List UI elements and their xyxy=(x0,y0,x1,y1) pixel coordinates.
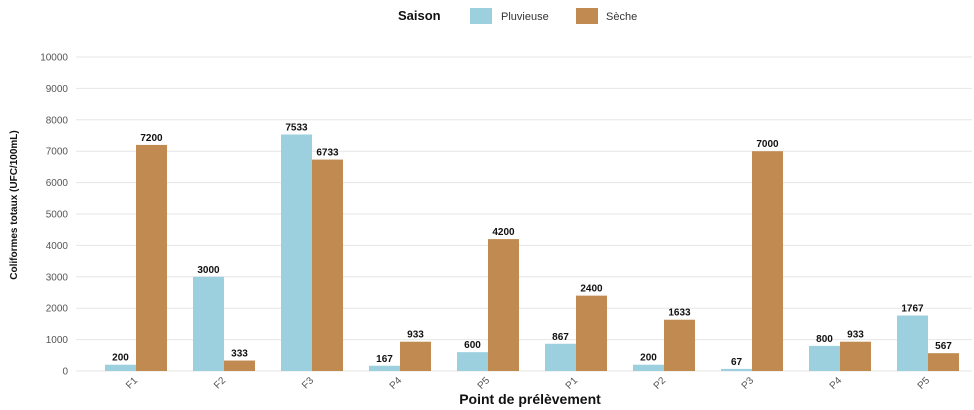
y-tick-label: 4000 xyxy=(46,241,69,252)
bar-pluvieuse xyxy=(545,343,576,371)
x-axis-title: Point de prélèvement xyxy=(459,391,601,407)
bar-pluvieuse xyxy=(809,345,840,371)
x-tick-label: F3 xyxy=(300,375,316,391)
data-label: 567 xyxy=(935,341,952,352)
x-axis-ticks: F1 F2 F3 P4 P5 P1 P2 P3 P4 P5 xyxy=(124,375,932,392)
data-label: 7200 xyxy=(140,133,163,144)
y-tick-label: 0 xyxy=(62,367,68,378)
x-tick-label: P5 xyxy=(916,375,933,392)
y-axis-title: Coliformes totaux (UFC/100mL) xyxy=(9,130,20,279)
legend-swatch-seche xyxy=(576,8,598,24)
bar-pluvieuse xyxy=(281,134,312,371)
data-label: 200 xyxy=(640,353,657,364)
y-tick-label: 10000 xyxy=(40,53,68,64)
bar-seche xyxy=(488,239,519,371)
bar-seche xyxy=(136,144,167,371)
data-label: 167 xyxy=(376,354,393,365)
x-tick-label: F2 xyxy=(212,375,228,391)
legend-title: Saison xyxy=(398,8,441,23)
data-label: 333 xyxy=(231,349,248,360)
data-label: 867 xyxy=(552,332,569,343)
bar-pluvieuse xyxy=(457,352,488,371)
bar-seche xyxy=(664,319,695,371)
legend-label-pluvieuse: Pluvieuse xyxy=(501,11,549,23)
x-tick-label: P1 xyxy=(564,375,581,392)
bar-pluvieuse xyxy=(897,315,928,371)
bar-seche xyxy=(312,159,343,371)
bar-pluvieuse xyxy=(369,365,400,371)
y-axis-ticks: 0 1000 2000 3000 4000 5000 6000 7000 8000 9000 100… xyxy=(40,53,68,378)
data-label: 1633 xyxy=(668,308,691,319)
x-tick-label: F1 xyxy=(124,375,140,391)
y-tick-label: 6000 xyxy=(46,178,69,189)
y-tick-label: 9000 xyxy=(46,84,69,95)
data-label: 200 xyxy=(112,353,129,364)
y-tick-label: 5000 xyxy=(46,210,69,221)
bar-pluvieuse xyxy=(721,368,752,371)
bar-pluvieuse xyxy=(105,364,136,371)
data-label: 7533 xyxy=(285,122,308,133)
bar-seche xyxy=(840,341,871,371)
data-label: 7000 xyxy=(756,139,779,150)
grid-lines xyxy=(76,56,972,372)
x-tick-label: P5 xyxy=(476,375,493,392)
data-labels: 200 7200 3000 333 7533 6733 167 933 600 4200 867 24… xyxy=(112,122,952,367)
bar-seche xyxy=(576,295,607,371)
data-label: 67 xyxy=(731,357,743,368)
bar-seche xyxy=(224,360,255,371)
data-label: 2400 xyxy=(580,284,603,295)
x-tick-label: P4 xyxy=(828,375,845,392)
bar-pluvieuse xyxy=(633,364,664,371)
data-label: 800 xyxy=(816,334,833,345)
legend: Saison Pluvieuse Sèche xyxy=(398,8,637,24)
x-tick-label: P2 xyxy=(652,375,669,392)
y-tick-label: 7000 xyxy=(46,147,69,158)
data-label: 4200 xyxy=(492,227,515,238)
data-label: 1767 xyxy=(901,304,924,315)
bar-seche xyxy=(928,353,959,371)
y-tick-label: 2000 xyxy=(46,304,69,315)
bar-pluvieuse xyxy=(193,276,224,371)
bar-seche xyxy=(752,151,783,371)
legend-label-seche: Sèche xyxy=(606,11,637,23)
bars xyxy=(105,134,959,371)
data-label: 6733 xyxy=(316,148,339,159)
data-label: 933 xyxy=(847,330,864,341)
data-label: 600 xyxy=(464,340,481,351)
x-tick-label: P4 xyxy=(388,375,405,392)
y-tick-label: 3000 xyxy=(46,272,69,283)
data-label: 933 xyxy=(407,330,424,341)
bar-seche xyxy=(400,341,431,371)
y-tick-label: 8000 xyxy=(46,115,69,126)
legend-swatch-pluvieuse xyxy=(470,8,492,24)
data-label: 3000 xyxy=(197,265,220,276)
x-tick-label: P3 xyxy=(740,375,757,392)
y-tick-label: 1000 xyxy=(46,335,69,346)
